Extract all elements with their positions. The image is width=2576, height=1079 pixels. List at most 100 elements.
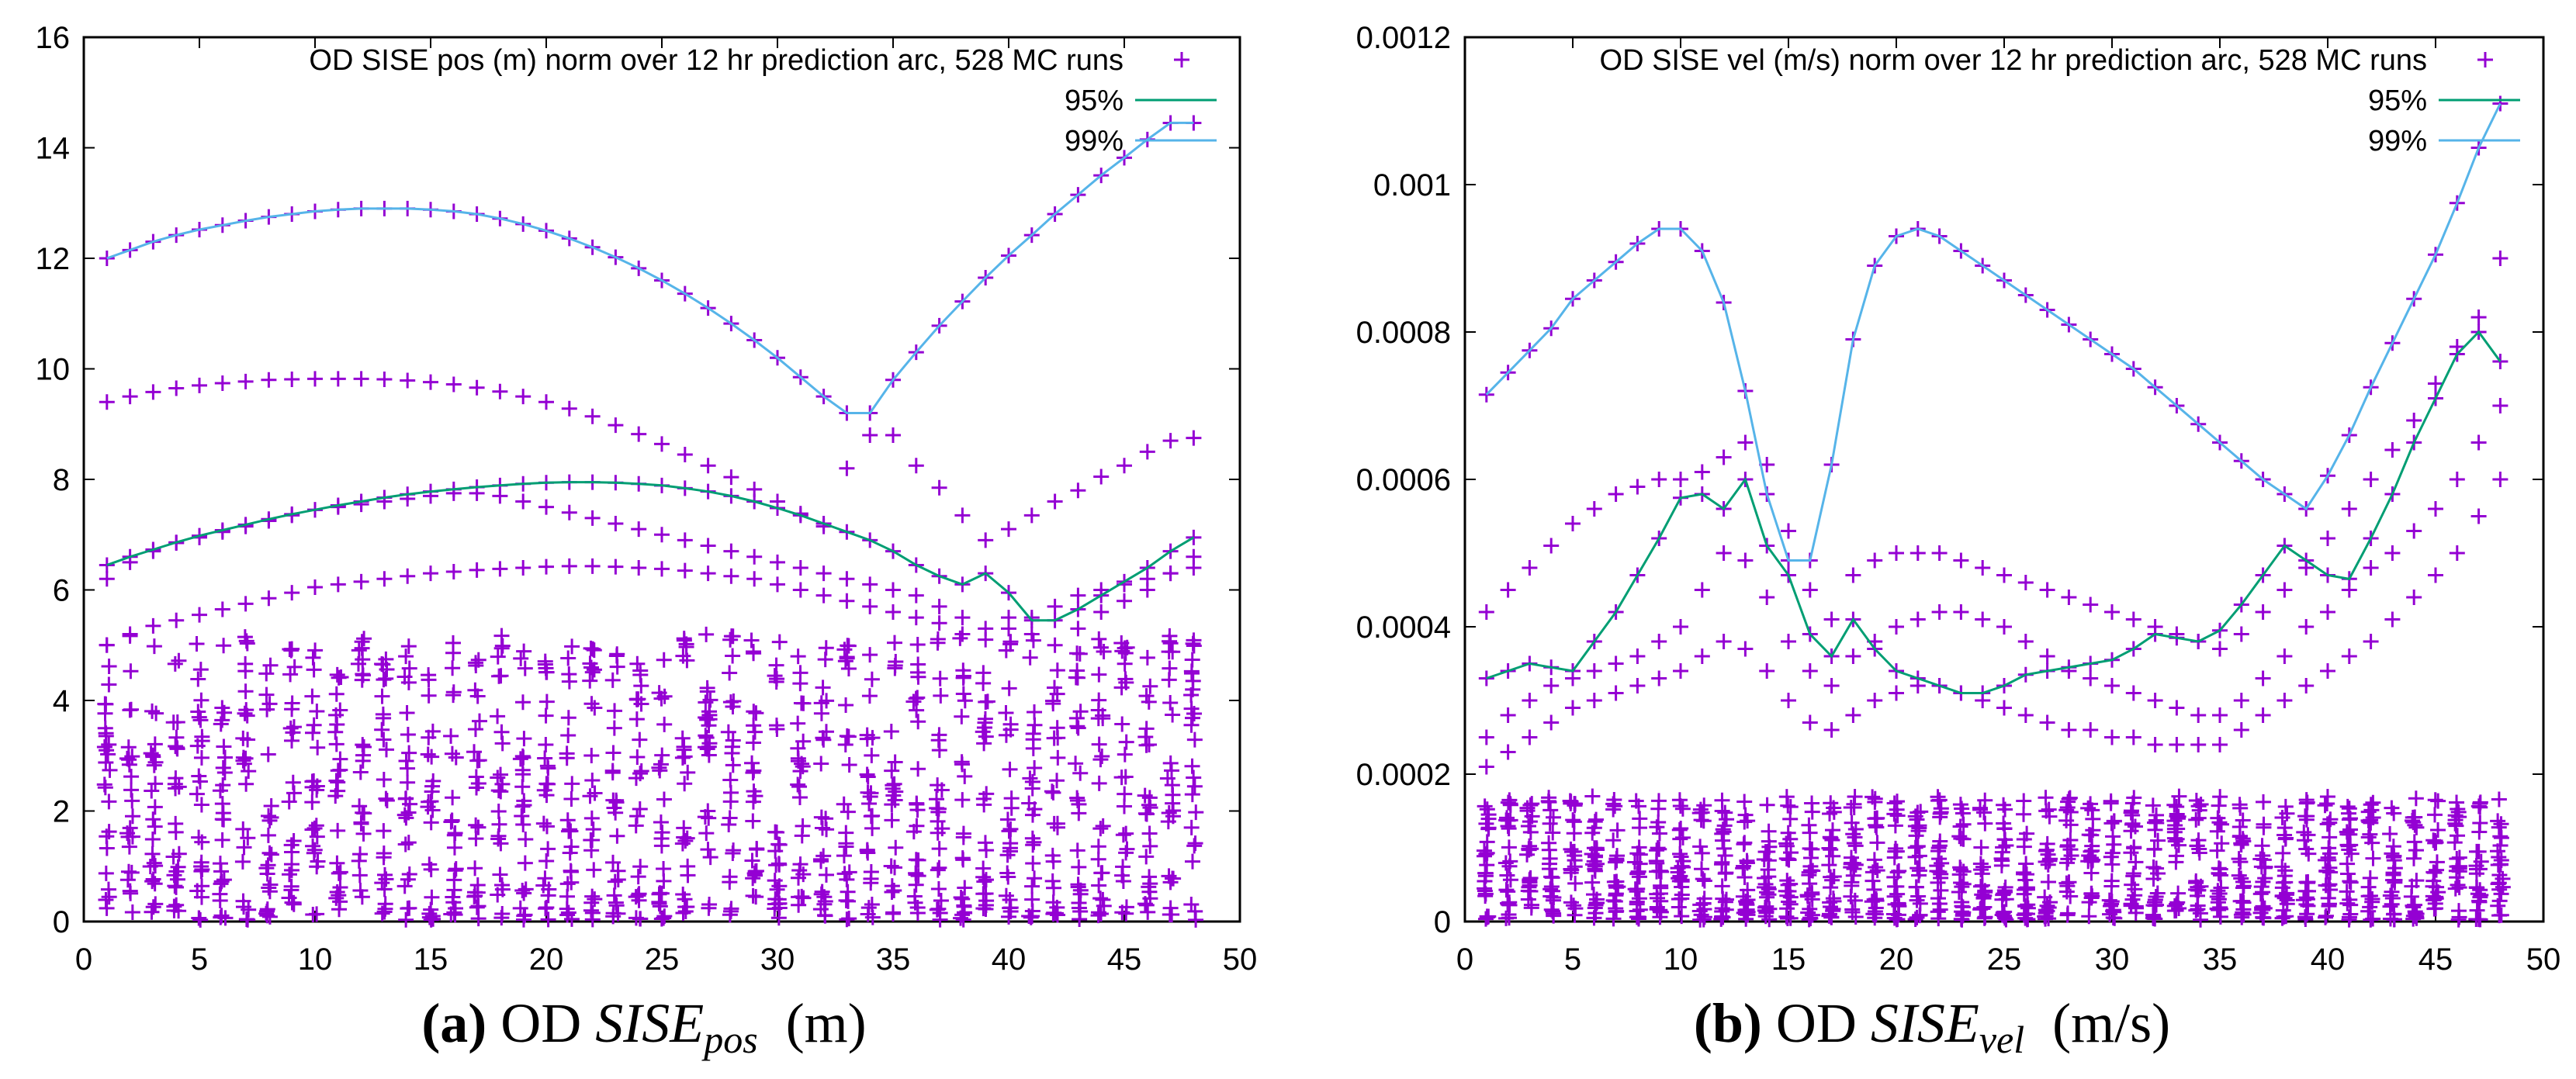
- y-tick-label: 16: [36, 21, 71, 55]
- data-point: [1519, 800, 1536, 816]
- data-point: [1802, 910, 1818, 926]
- data-point: [306, 717, 322, 733]
- data-point: [99, 742, 115, 759]
- data-point: [469, 899, 485, 915]
- data-point: [1694, 648, 1710, 664]
- data-point: [1184, 758, 1200, 774]
- data-point: [724, 738, 740, 755]
- data-point: [1477, 798, 1493, 814]
- data-point: [2491, 791, 2507, 808]
- x-tick-label: 40: [2311, 942, 2346, 977]
- data-point: [2061, 722, 2077, 738]
- data-point: [2406, 850, 2422, 866]
- data-point: [1869, 810, 1885, 826]
- data-point: [235, 752, 251, 769]
- data-point: [2493, 816, 2509, 832]
- data-point: [355, 666, 371, 683]
- data-point: [930, 804, 947, 820]
- data-point: [931, 859, 947, 876]
- x-tick-label: 20: [529, 942, 564, 977]
- data-point: [836, 848, 852, 864]
- data-point: [1696, 873, 1712, 889]
- data-point: [2061, 874, 2077, 891]
- data-point: [376, 731, 392, 748]
- data-point: [563, 823, 579, 839]
- data-point: [905, 693, 922, 710]
- data-point: [169, 739, 185, 756]
- x-tick-label: 20: [1879, 942, 1914, 977]
- data-point: [1118, 845, 1134, 861]
- data-point: [2083, 885, 2100, 901]
- data-point: [861, 688, 878, 704]
- data-point: [1759, 590, 1775, 605]
- data-point: [584, 510, 601, 526]
- data-point: [376, 771, 392, 787]
- data-point: [1845, 648, 1861, 664]
- x-tick-label: 35: [876, 942, 911, 977]
- data-point: [654, 436, 670, 452]
- data-point: [929, 791, 944, 808]
- data-point: [702, 692, 718, 708]
- data-point: [192, 712, 209, 728]
- data-point: [1650, 801, 1667, 817]
- data-point: [1909, 838, 1926, 854]
- data-point: [2384, 442, 2401, 458]
- data-point: [1500, 707, 1516, 723]
- data-point: [1717, 866, 1733, 882]
- data-point: [120, 828, 137, 845]
- data-point: [1975, 891, 1992, 907]
- data-point: [2300, 827, 2316, 843]
- data-point: [490, 804, 507, 820]
- data-point: [910, 761, 926, 777]
- data-point: [2425, 832, 2442, 849]
- data-point: [722, 665, 738, 681]
- data-point: [144, 873, 161, 890]
- data-point: [2041, 900, 2057, 916]
- data-point: [1184, 853, 1200, 870]
- data-point: [813, 705, 829, 721]
- data-point: [1632, 811, 1648, 827]
- data-point: [2060, 794, 2076, 810]
- data-point: [399, 704, 415, 721]
- data-point: [1691, 903, 1708, 919]
- data-point: [424, 749, 440, 765]
- data-point: [1629, 648, 1646, 664]
- data-point: [1761, 901, 1778, 917]
- data-point: [743, 632, 760, 648]
- data-point: [1138, 897, 1155, 913]
- data-point: [1651, 825, 1667, 842]
- data-point: [653, 911, 670, 927]
- data-point: [1953, 552, 1969, 569]
- data-point: [1069, 645, 1085, 662]
- data-point: [2322, 881, 2339, 897]
- data-point: [2231, 851, 2247, 867]
- data-point: [2274, 859, 2290, 875]
- data-point: [2299, 794, 2315, 811]
- data-point: [237, 655, 254, 672]
- data-point: [1022, 649, 1038, 666]
- data-point: [957, 880, 973, 896]
- data-point: [888, 783, 904, 800]
- data-point: [770, 856, 787, 872]
- data-point: [1500, 582, 1516, 598]
- data-point: [354, 889, 370, 905]
- series-line-99: [106, 121, 1194, 414]
- data-point: [1608, 887, 1624, 904]
- data-point: [124, 749, 140, 765]
- data-point: [1977, 792, 1993, 808]
- data-point: [1930, 793, 1947, 809]
- data-point: [1696, 797, 1712, 814]
- data-point: [2446, 835, 2463, 851]
- data-point: [2145, 907, 2161, 923]
- data-point: [2318, 909, 2333, 925]
- data-point: [953, 890, 969, 906]
- data-point: [1478, 604, 1494, 620]
- data-point: [444, 745, 460, 762]
- data-point: [2211, 860, 2227, 877]
- data-point: [1162, 755, 1179, 771]
- data-point: [1823, 842, 1839, 858]
- data-point: [101, 794, 117, 810]
- data-point: [792, 676, 808, 692]
- data-point: [123, 885, 139, 901]
- data-point: [859, 842, 875, 859]
